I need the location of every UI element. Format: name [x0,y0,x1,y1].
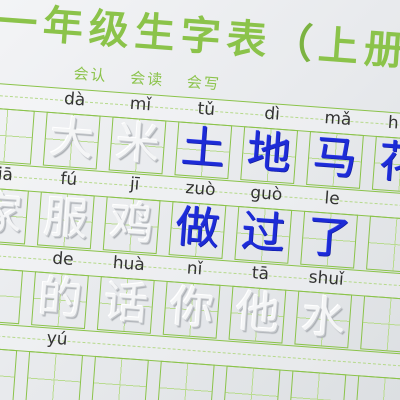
character-cell [155,336,219,400]
tianzige-box [91,355,149,400]
character-cell: nǐ 你 [161,256,225,340]
character-cell [358,270,400,354]
character-cell [221,340,285,400]
character-cell: tǔ 土 [172,96,236,180]
title-volume: 上册 [316,22,400,76]
embossed-character: 鸡 [107,196,156,251]
character-cell [0,241,27,325]
tianzige-box [156,360,215,400]
tianzige-box [0,106,35,165]
embossed-character [0,104,37,108]
written-character: 土 [179,121,228,176]
pinyin-label [358,351,400,355]
character-cell: le 了 [298,186,362,270]
subtitle-write: 会写 [186,72,222,94]
tianzige-box [288,370,347,400]
character-cell: jī 鸡 [101,171,165,255]
pinyin-label: tā [251,263,270,285]
embossed-character: 你 [167,281,216,336]
embossed-character [0,263,25,267]
written-character: 花 [377,136,400,191]
written-character: 地 [245,126,294,181]
tianzige-box [0,346,18,400]
pinyin-label: tǔ [196,98,216,120]
written-character: 马 [311,131,359,186]
tianzige-box [222,365,281,400]
character-cell: dà 大 [41,87,105,171]
character-cell [89,331,153,400]
embossed-character: 水 [299,290,348,346]
written-character: 做 [173,201,222,256]
character-cell: huà 话 [95,251,159,335]
pinyin-label: mǐ [129,93,152,116]
character-cell [286,345,350,400]
character-cell: de 的 [29,246,93,330]
subtitle-recognize: 会认 [72,64,109,86]
pinyin-label: yú [45,328,69,350]
character-cell: mǎ 马 [304,106,368,190]
tianzige-box [366,215,400,274]
character-cell: mǐ 米 [107,91,171,175]
character-cell: guò 过 [232,181,296,265]
pinyin-label: dì [263,103,281,125]
pinyin-label: dà [63,88,86,111]
pinyin-label: mǎ [323,108,353,131]
character-cell [352,350,400,400]
character-cell [0,321,21,400]
pinyin-label [364,271,400,275]
character-cell: yú [23,326,87,400]
written-character: 了 [305,211,354,266]
pinyin-label: guò [249,182,283,206]
tianzige-box [360,295,400,354]
pinyin-label [0,83,39,87]
pinyin-label: shuǐ [307,267,345,290]
tianzige-box [0,266,24,325]
character-cell: zuò 做 [166,176,230,260]
character-cell [364,191,400,275]
pinyin-label: fú [59,168,78,191]
title-paren: （ [270,19,321,69]
embossed-character: 服 [42,191,90,246]
character-cell: huā 花 [370,111,400,195]
embossed-character: 家 [0,187,24,242]
tianzige-box [354,375,400,400]
character-cell: fú 服 [35,166,99,250]
pinyin-label: zuò [184,178,217,201]
tianzige-box [25,351,84,400]
written-character: 过 [239,206,288,261]
character-cell: shuǐ 水 [292,266,356,350]
pinyin-label: huà [112,252,146,276]
character-cell: tā 他 [226,261,290,345]
pinyin-label [370,192,400,196]
subtitle-read: 会读 [129,68,165,90]
pinyin-label: jī [129,174,141,195]
character-cell: dì 地 [238,101,302,185]
character-cell [0,82,39,166]
pinyin-label: nǐ [186,258,204,280]
sheet-title: 一年级生字表（上册 [0,0,400,77]
embossed-character [0,343,19,347]
embossed-character: 的 [36,271,84,326]
character-grid: dà 大 mǐ 米 tǔ 土 dì 地 mǎ 马 huā 花 jiā 家 fú 服 jī 鸡 zuò 做 guò 过 le 了… [0,81,400,400]
character-cell: jiā 家 [0,162,33,246]
pinyin-label: de [51,248,75,271]
pinyin-label: jiā [0,163,14,186]
embossed-character: 话 [102,276,150,331]
title-text: 一年级生字表 [0,0,275,65]
embossed-character: 大 [47,112,96,167]
embossed-character: 米 [113,116,162,171]
pinyin-label: le [323,188,341,210]
embossed-character: 他 [233,286,282,341]
